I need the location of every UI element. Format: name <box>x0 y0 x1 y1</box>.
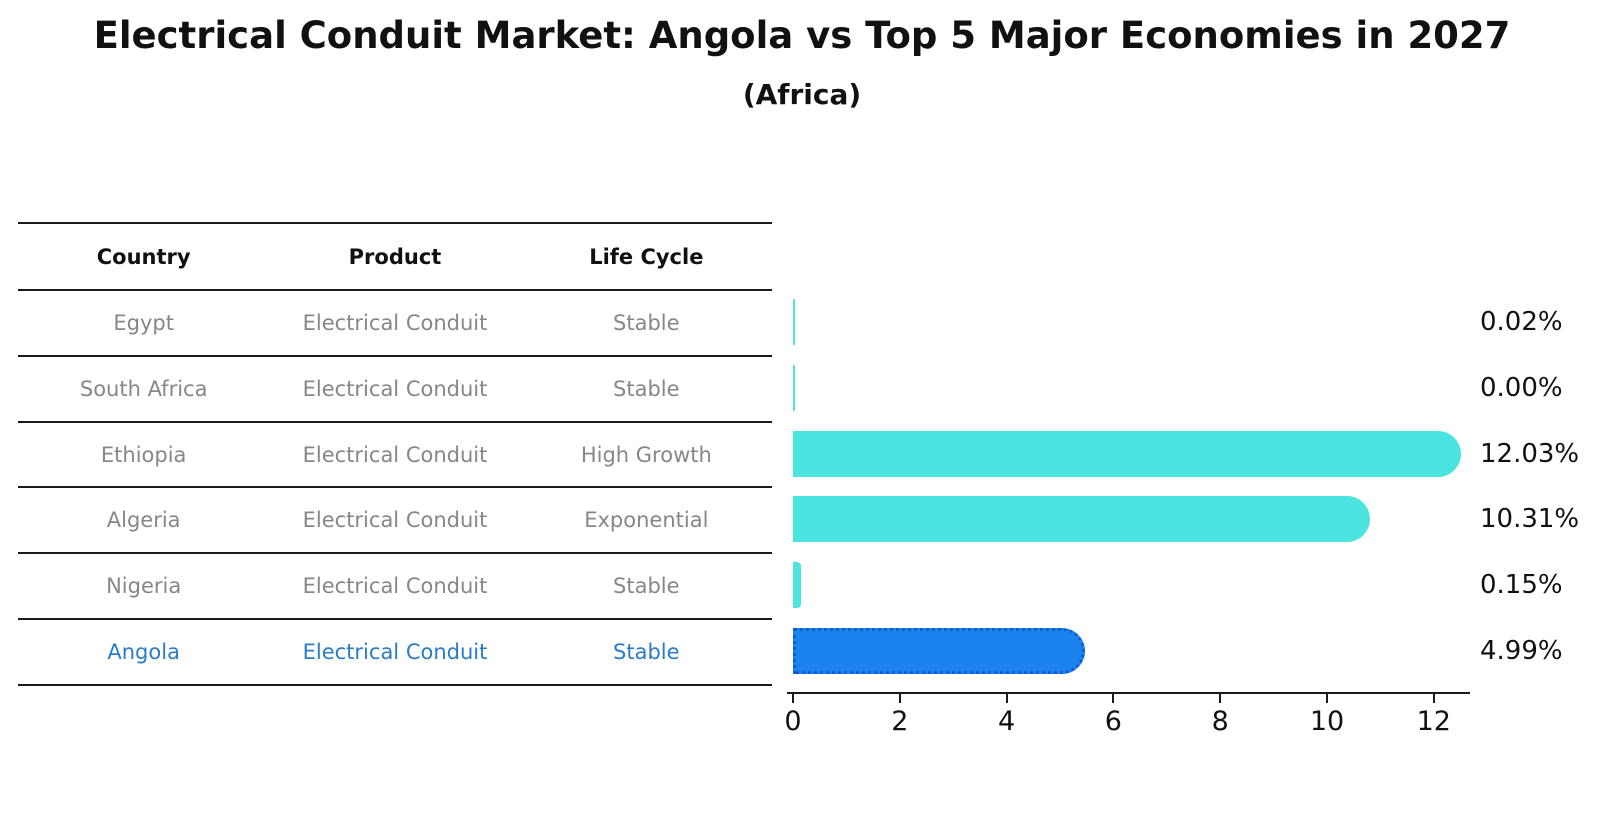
cell-life-cycle: Stable <box>613 640 680 665</box>
table-row-egypt: Egypt Electrical Conduit Stable <box>18 291 772 357</box>
value-label-angola: 4.99% <box>1480 636 1563 667</box>
header-cell-product: Product <box>348 244 442 269</box>
bar-row-angola <box>793 618 1503 684</box>
header-cell-country: Country <box>96 244 191 269</box>
cell-product: Electrical Conduit <box>302 640 488 665</box>
table-row-nigeria: Nigeria Electrical Conduit Stable <box>18 554 772 621</box>
cell-product: Electrical Conduit <box>302 442 488 467</box>
bar-angola <box>793 628 1086 675</box>
bar-south-africa <box>793 364 795 411</box>
bar-row-nigeria <box>793 552 1503 618</box>
bar-row-south-africa <box>793 355 1503 421</box>
cell-product: Electrical Conduit <box>302 574 488 599</box>
cell-country: Nigeria <box>106 574 182 599</box>
table-body: Egypt Electrical Conduit Stable South Afric… <box>18 291 772 686</box>
table-row-ethiopia: Ethiopia Electrical Conduit High Growth <box>18 423 772 489</box>
x-tick-mark <box>1112 694 1115 703</box>
bar-row-ethiopia <box>793 421 1503 487</box>
bar-row-egypt <box>793 289 1503 355</box>
header-cell-life-cycle: Life Cycle <box>589 244 704 269</box>
value-label-ethiopia: 12.03% <box>1480 438 1580 469</box>
bar-plot-area <box>793 289 1503 684</box>
value-label-column: 0.02% 0.00% 12.03% 10.31% 0.15% 4.99% <box>1480 289 1579 684</box>
value-label-algeria: 10.31% <box>1480 504 1580 535</box>
page-subtitle: (Africa) <box>742 78 862 111</box>
cell-product: Electrical Conduit <box>302 376 488 401</box>
table-row-angola: Angola Electrical Conduit Stable <box>18 620 772 686</box>
x-tick-mark <box>1005 694 1008 703</box>
x-tick-label: 4 <box>998 706 1016 737</box>
x-tick-mark <box>1326 694 1328 703</box>
data-table: Country Product Life Cycle Egypt Electric… <box>18 222 772 686</box>
cell-country: Ethiopia <box>100 442 187 467</box>
cell-life-cycle: Stable <box>613 310 680 335</box>
bar-nigeria <box>793 562 801 609</box>
table-row-algeria: Algeria Electrical Conduit Exponential <box>18 488 772 555</box>
bar-ethiopia <box>793 430 1462 477</box>
cell-life-cycle: High Growth <box>580 442 712 467</box>
cell-life-cycle: Stable <box>613 574 680 599</box>
value-label-egypt: 0.02% <box>1480 306 1563 337</box>
x-tick-label: 2 <box>891 706 909 737</box>
x-tick-mark <box>898 694 901 703</box>
cell-country: South Africa <box>79 376 208 401</box>
x-tick-mark <box>1432 694 1435 703</box>
value-label-south-africa: 0.00% <box>1480 372 1563 403</box>
cell-country: Algeria <box>106 508 181 533</box>
x-tick-label: 10 <box>1309 706 1345 737</box>
table-row-south-africa: South Africa Electrical Conduit Stable <box>18 357 772 423</box>
cell-product: Electrical Conduit <box>302 310 488 335</box>
cell-country: Angola <box>107 640 180 665</box>
x-tick-label: 8 <box>1211 706 1229 737</box>
cell-product: Electrical Conduit <box>302 508 488 533</box>
bar-egypt <box>793 298 795 345</box>
x-tick-mark <box>792 694 794 703</box>
x-tick-label: 0 <box>784 706 802 737</box>
cell-life-cycle: Exponential <box>584 508 709 533</box>
x-axis-line <box>787 692 1470 694</box>
table-header-row: Country Product Life Cycle <box>18 224 772 291</box>
cell-life-cycle: Stable <box>613 376 680 401</box>
page-title: Electrical Conduit Market: Angola vs Top… <box>93 14 1511 57</box>
cell-country: Egypt <box>113 310 174 335</box>
x-tick-label: 6 <box>1104 706 1122 737</box>
x-tick-label: 12 <box>1416 706 1451 737</box>
value-label-nigeria: 0.15% <box>1480 570 1563 601</box>
bar-algeria <box>793 496 1370 543</box>
bar-row-algeria <box>793 486 1503 552</box>
x-tick-mark <box>1219 694 1222 703</box>
